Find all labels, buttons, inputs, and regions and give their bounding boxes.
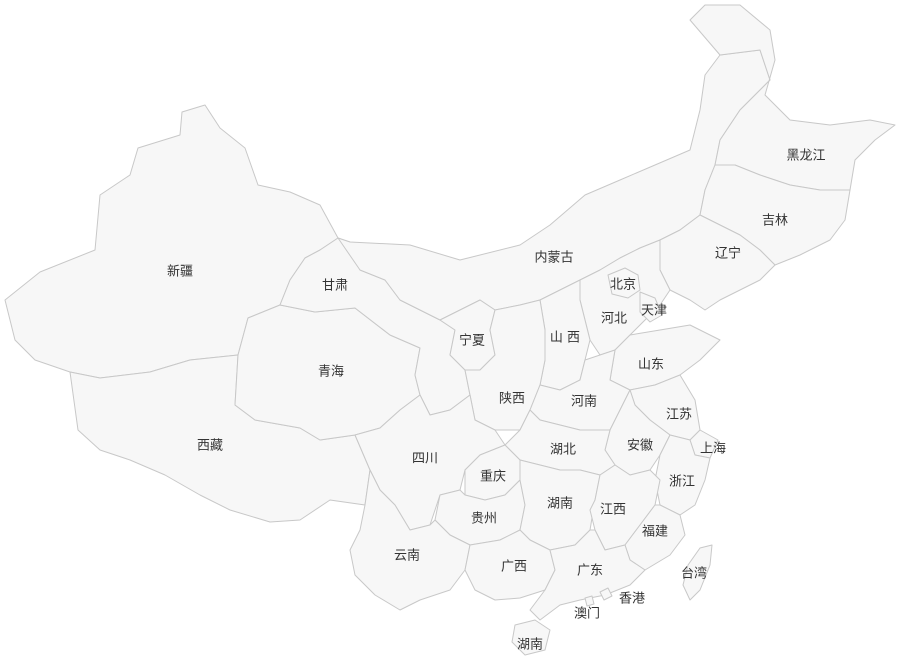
region-hongkong[interactable]	[599, 587, 613, 601]
label-xinjiang[interactable]: 新疆	[166, 264, 194, 280]
region-fujian[interactable]	[624, 504, 686, 571]
label-hainan[interactable]: 湖南	[516, 637, 544, 653]
label-hongkong[interactable]: 香港	[618, 591, 646, 607]
label-liaoning[interactable]: 辽宁	[714, 246, 742, 262]
label-zhejiang[interactable]: 浙江	[668, 474, 696, 490]
label-hubei[interactable]: 湖北	[549, 442, 577, 458]
region-shaanxi[interactable]	[464, 299, 546, 431]
label-gansu[interactable]: 甘肃	[321, 278, 349, 294]
label-heilongjiang[interactable]: 黑龙江	[786, 148, 826, 164]
label-henan[interactable]: 河南	[570, 394, 598, 410]
label-jiangsu[interactable]: 江苏	[665, 407, 693, 423]
label-hunan[interactable]: 湖南	[546, 496, 574, 512]
label-shanghai[interactable]: 上海	[699, 441, 727, 457]
label-anhui[interactable]: 安徽	[626, 438, 654, 454]
label-shaanxi[interactable]: 陕西	[498, 391, 526, 407]
label-guangdong[interactable]: 广东	[576, 563, 604, 579]
label-sichuan[interactable]: 四川	[411, 451, 439, 467]
label-qinghai[interactable]: 青海	[317, 364, 345, 380]
label-jiangxi[interactable]: 江西	[599, 502, 627, 518]
label-jilin[interactable]: 吉林	[761, 213, 789, 229]
label-fujian[interactable]: 福建	[641, 524, 669, 540]
region-tianjin[interactable]	[639, 291, 663, 323]
label-neimenggu[interactable]: 内蒙古	[534, 250, 574, 266]
label-shandong[interactable]: 山东	[637, 357, 665, 373]
label-ningxia[interactable]: 宁夏	[458, 333, 486, 349]
label-chongqing[interactable]: 重庆	[479, 469, 507, 485]
region-macau[interactable]	[584, 595, 595, 607]
region-heilongjiang[interactable]	[689, 4, 896, 191]
label-guangxi[interactable]: 广西	[500, 559, 528, 575]
label-macau[interactable]: 澳门	[573, 606, 601, 622]
label-shanxi[interactable]: 山 西	[549, 330, 581, 346]
region-beijing[interactable]	[607, 267, 641, 299]
label-tianjin[interactable]: 天津	[640, 303, 668, 319]
label-beijing[interactable]: 北京	[609, 277, 637, 293]
label-taiwan[interactable]: 台湾	[680, 566, 708, 582]
label-xizang[interactable]: 西藏	[196, 438, 224, 454]
label-guizhou[interactable]: 贵州	[470, 511, 498, 527]
region-guangdong[interactable]	[529, 529, 646, 621]
label-hebei[interactable]: 河北	[600, 311, 628, 327]
region-hainan[interactable]	[511, 619, 551, 656]
label-yunnan[interactable]: 云南	[393, 548, 421, 564]
region-zhejiang[interactable]	[654, 434, 711, 516]
region-taiwan[interactable]	[682, 544, 713, 601]
